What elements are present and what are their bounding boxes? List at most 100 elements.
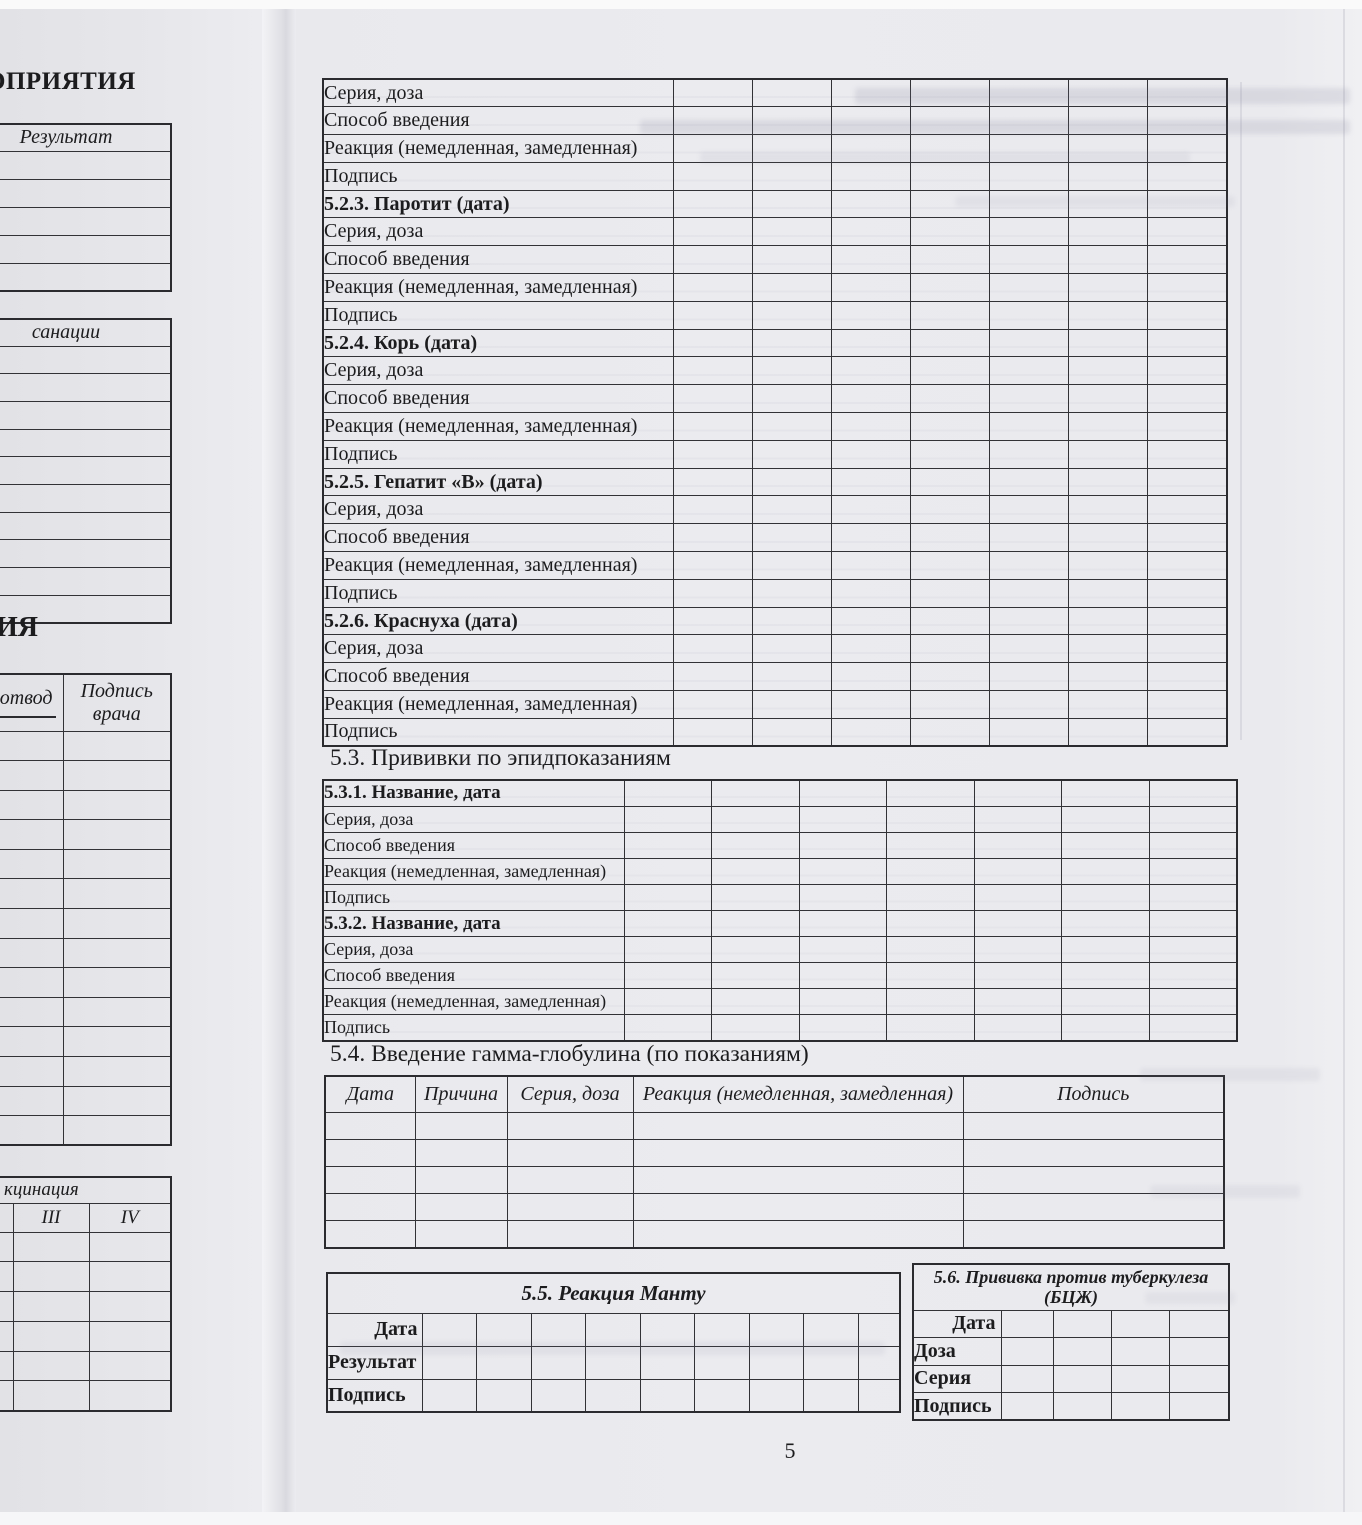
empty-cell bbox=[0, 594, 172, 624]
row-label: Серия, доза bbox=[322, 805, 625, 833]
empty-cell bbox=[1147, 134, 1228, 163]
empty-cell bbox=[672, 328, 753, 358]
empty-cell bbox=[909, 134, 991, 163]
empty-cell bbox=[886, 962, 975, 990]
empty-cell bbox=[1068, 578, 1149, 608]
empty-cell bbox=[506, 1220, 634, 1249]
empty-cell bbox=[672, 161, 753, 191]
gamma-globulin-table-body bbox=[324, 1111, 1225, 1249]
empty-cell bbox=[989, 328, 1070, 358]
empty-cell bbox=[62, 1056, 172, 1087]
empty-cell bbox=[0, 760, 64, 791]
col-date-header: Дата bbox=[324, 1075, 416, 1113]
table-row: Серия, доза bbox=[322, 634, 1228, 664]
empty-cell bbox=[989, 161, 1070, 191]
empty-cell bbox=[1052, 1392, 1112, 1421]
empty-cell bbox=[989, 578, 1070, 608]
empty-cell bbox=[694, 1378, 750, 1413]
empty-cell bbox=[962, 1220, 1225, 1249]
empty-cell bbox=[909, 662, 991, 692]
empty-cell bbox=[886, 936, 975, 964]
photo-bottom-strip bbox=[0, 1512, 1362, 1525]
empty-cell bbox=[1110, 1392, 1170, 1421]
empty-cell bbox=[830, 495, 911, 525]
empty-cell bbox=[623, 962, 713, 990]
page-fold-seam bbox=[262, 9, 296, 1512]
col-reason-header: Причина bbox=[414, 1075, 508, 1113]
results-table-body bbox=[0, 150, 172, 292]
table-row: Способ введения bbox=[322, 831, 1238, 859]
row-label: Подпись bbox=[912, 1392, 1002, 1421]
empty-cell bbox=[830, 245, 911, 275]
empty-cell bbox=[989, 634, 1070, 664]
empty-cell bbox=[830, 328, 911, 358]
empty-cell bbox=[989, 245, 1070, 275]
empty-cell bbox=[711, 883, 800, 911]
table-row: Способ введения bbox=[322, 523, 1228, 553]
empty-cell bbox=[672, 578, 753, 608]
empty-cell bbox=[962, 1165, 1225, 1195]
bcg-table-title: 5.6. Прививка против туберкулеза (БЦЖ) bbox=[912, 1263, 1230, 1311]
row-label: Реакция (немедленная, замедленная) bbox=[322, 551, 674, 580]
empty-cell bbox=[909, 634, 991, 664]
empty-cell bbox=[989, 300, 1070, 330]
table-row bbox=[0, 567, 172, 596]
empty-cell bbox=[639, 1345, 695, 1380]
table-row bbox=[0, 1320, 172, 1352]
empty-cell bbox=[1068, 495, 1149, 525]
epid-section-title: 5.3. Прививки по эпидпоказаниям bbox=[330, 745, 671, 771]
mantoux-table-title: 5.5. Реакция Манту bbox=[326, 1272, 901, 1314]
empty-cell bbox=[798, 988, 888, 1016]
empty-cell bbox=[12, 1380, 90, 1412]
empty-cell bbox=[1068, 412, 1149, 441]
empty-cell bbox=[909, 578, 991, 608]
empty-cell bbox=[1068, 384, 1149, 414]
empty-cell bbox=[1168, 1337, 1230, 1366]
empty-cell bbox=[798, 962, 888, 990]
empty-cell bbox=[585, 1345, 641, 1380]
empty-cell bbox=[989, 189, 1070, 219]
empty-cell bbox=[623, 857, 713, 885]
empty-cell bbox=[857, 1378, 901, 1413]
empty-cell bbox=[1061, 1014, 1150, 1042]
empty-cell bbox=[1068, 106, 1149, 136]
empty-cell bbox=[989, 662, 1070, 692]
empty-cell bbox=[751, 189, 832, 219]
table-row: Подпись bbox=[912, 1392, 1230, 1421]
empty-cell bbox=[0, 730, 64, 762]
empty-cell bbox=[506, 1165, 634, 1195]
empty-cell bbox=[1068, 300, 1149, 330]
table-row: Доза bbox=[912, 1337, 1230, 1366]
empty-cell bbox=[830, 523, 911, 553]
empty-cell bbox=[623, 779, 713, 807]
empty-cell bbox=[0, 373, 172, 402]
empty-cell bbox=[1147, 384, 1228, 414]
empty-cell bbox=[798, 831, 888, 859]
empty-cell bbox=[1148, 962, 1238, 990]
table-row bbox=[0, 967, 172, 998]
empty-cell bbox=[830, 106, 911, 136]
row-label: Доза bbox=[912, 1337, 1002, 1366]
empty-cell bbox=[1000, 1392, 1054, 1421]
empty-cell bbox=[672, 495, 753, 525]
empty-cell bbox=[0, 1380, 14, 1412]
empty-cell bbox=[909, 189, 991, 219]
empty-cell bbox=[1000, 1337, 1054, 1366]
table-row: Подпись bbox=[322, 1014, 1238, 1042]
row-label: Подпись bbox=[322, 1014, 625, 1042]
empty-cell bbox=[0, 206, 172, 236]
empty-cell bbox=[909, 217, 991, 247]
empty-cell bbox=[1148, 857, 1238, 885]
empty-cell bbox=[830, 356, 911, 386]
empty-cell bbox=[672, 412, 753, 441]
empty-cell bbox=[886, 883, 975, 911]
empty-cell bbox=[857, 1345, 901, 1380]
table-row bbox=[0, 1291, 172, 1322]
table-row bbox=[324, 1111, 1225, 1140]
empty-cell bbox=[830, 606, 911, 636]
empty-cell bbox=[751, 717, 832, 747]
empty-cell bbox=[1147, 717, 1228, 747]
empty-cell bbox=[672, 78, 753, 108]
empty-cell bbox=[798, 779, 888, 807]
empty-cell bbox=[989, 717, 1070, 747]
